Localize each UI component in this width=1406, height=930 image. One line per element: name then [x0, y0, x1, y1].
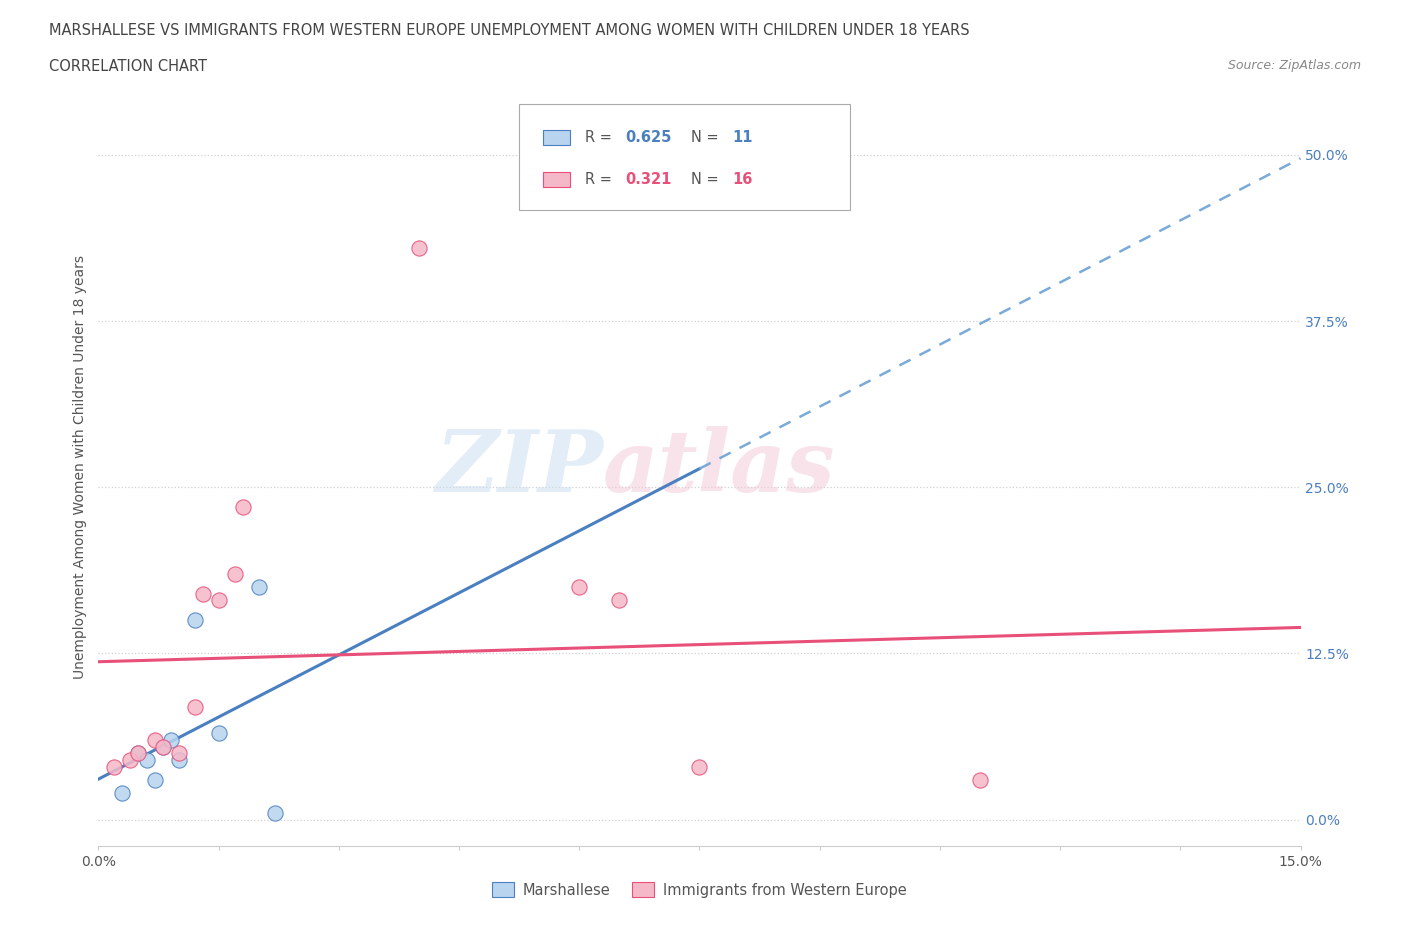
Text: atlas: atlas [603, 426, 835, 509]
Point [208, 725, 231, 740]
Point [609, 592, 631, 607]
Point [208, 592, 231, 607]
Point [152, 739, 174, 754]
Point [135, 752, 157, 767]
Point [152, 739, 174, 754]
Y-axis label: Unemployment Among Women with Children Under 18 years: Unemployment Among Women with Children U… [73, 256, 87, 679]
Point [143, 773, 166, 788]
Point [688, 759, 710, 774]
Text: 0.625: 0.625 [624, 130, 671, 145]
Text: MARSHALLESE VS IMMIGRANTS FROM WESTERN EUROPE UNEMPLOYMENT AMONG WOMEN WITH CHIL: MARSHALLESE VS IMMIGRANTS FROM WESTERN E… [49, 23, 970, 38]
Point [191, 586, 214, 601]
Text: 11: 11 [733, 130, 752, 145]
Point [183, 613, 205, 628]
Text: R =: R = [585, 130, 617, 145]
Text: 0.321: 0.321 [624, 172, 671, 187]
Point [568, 579, 591, 594]
Point [120, 752, 142, 767]
Text: 16: 16 [733, 172, 752, 187]
Point [128, 746, 150, 761]
Text: Source: ZipAtlas.com: Source: ZipAtlas.com [1227, 59, 1361, 72]
Point [224, 566, 246, 581]
Point [183, 699, 205, 714]
Legend: Marshallese, Immigrants from Western Europe: Marshallese, Immigrants from Western Eur… [486, 876, 912, 903]
Point [408, 241, 430, 256]
Point [167, 752, 190, 767]
FancyBboxPatch shape [543, 130, 569, 145]
FancyBboxPatch shape [519, 103, 849, 209]
Point [167, 746, 190, 761]
Point [247, 579, 270, 594]
Point [143, 733, 166, 748]
Text: N =: N = [692, 172, 723, 187]
FancyBboxPatch shape [543, 172, 569, 187]
Point [969, 773, 991, 788]
Point [128, 746, 150, 761]
Point [111, 786, 134, 801]
Point [159, 733, 181, 748]
Text: CORRELATION CHART: CORRELATION CHART [49, 59, 207, 73]
Point [232, 499, 254, 514]
Text: N =: N = [692, 130, 723, 145]
Text: R =: R = [585, 172, 617, 187]
Point [263, 805, 285, 820]
Text: ZIP: ZIP [436, 426, 603, 509]
Point [103, 759, 125, 774]
